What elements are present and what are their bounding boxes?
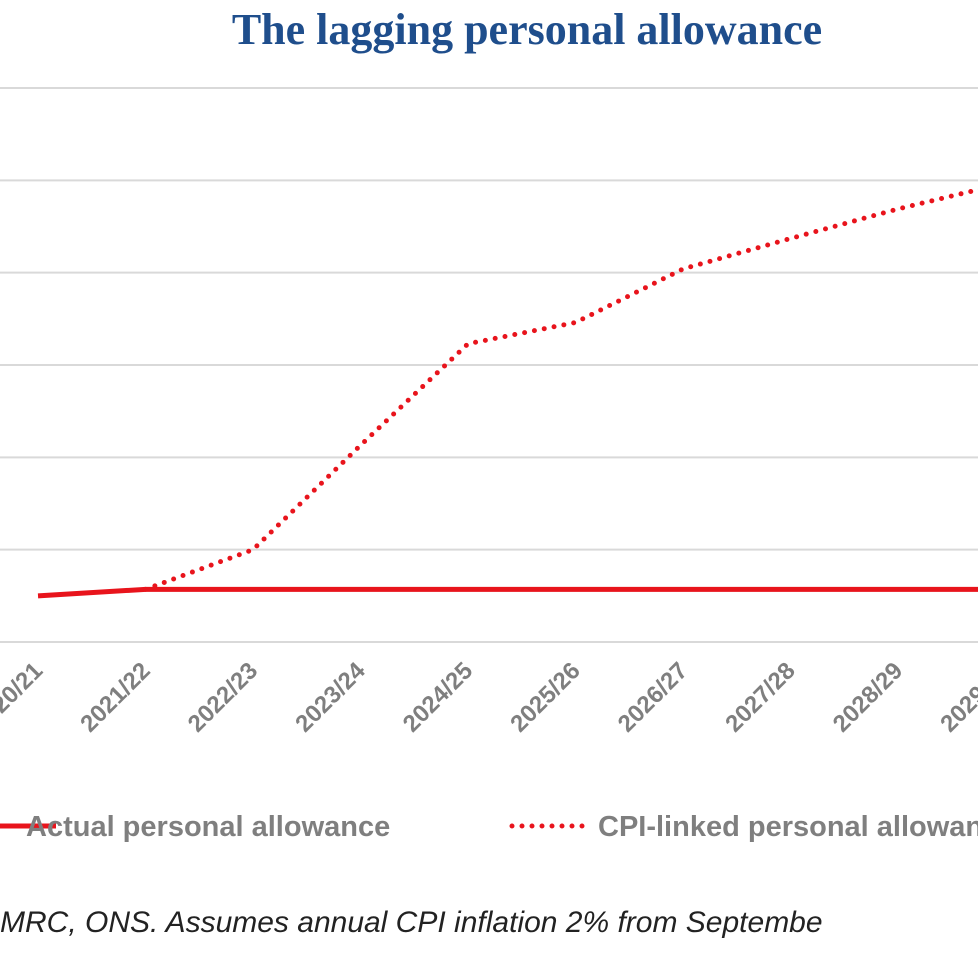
x-tick-label: 2024/25 (398, 657, 478, 737)
series-line (143, 187, 978, 592)
legend-label: CPI-linked personal allowance (598, 811, 978, 843)
x-tick-label: 2020/21 (0, 657, 48, 737)
x-tick-label: 2027/28 (720, 657, 800, 737)
x-tick-label: 2021/22 (75, 657, 155, 737)
x-tick-label: 2026/27 (613, 657, 693, 737)
x-tick-label: 2029/30 (935, 657, 978, 737)
x-tick-label: 2022/23 (183, 657, 263, 737)
chart-title: The lagging personal allowance (232, 5, 822, 54)
x-tick-label: 2025/26 (505, 657, 585, 737)
source-note: MRC, ONS. Assumes annual CPI inflation 2… (0, 906, 823, 939)
legend-label: Actual personal allowance (26, 811, 390, 843)
x-tick-label: 2028/29 (828, 657, 908, 737)
x-tick-label: 2023/24 (290, 657, 371, 738)
series-line (37, 586, 978, 599)
